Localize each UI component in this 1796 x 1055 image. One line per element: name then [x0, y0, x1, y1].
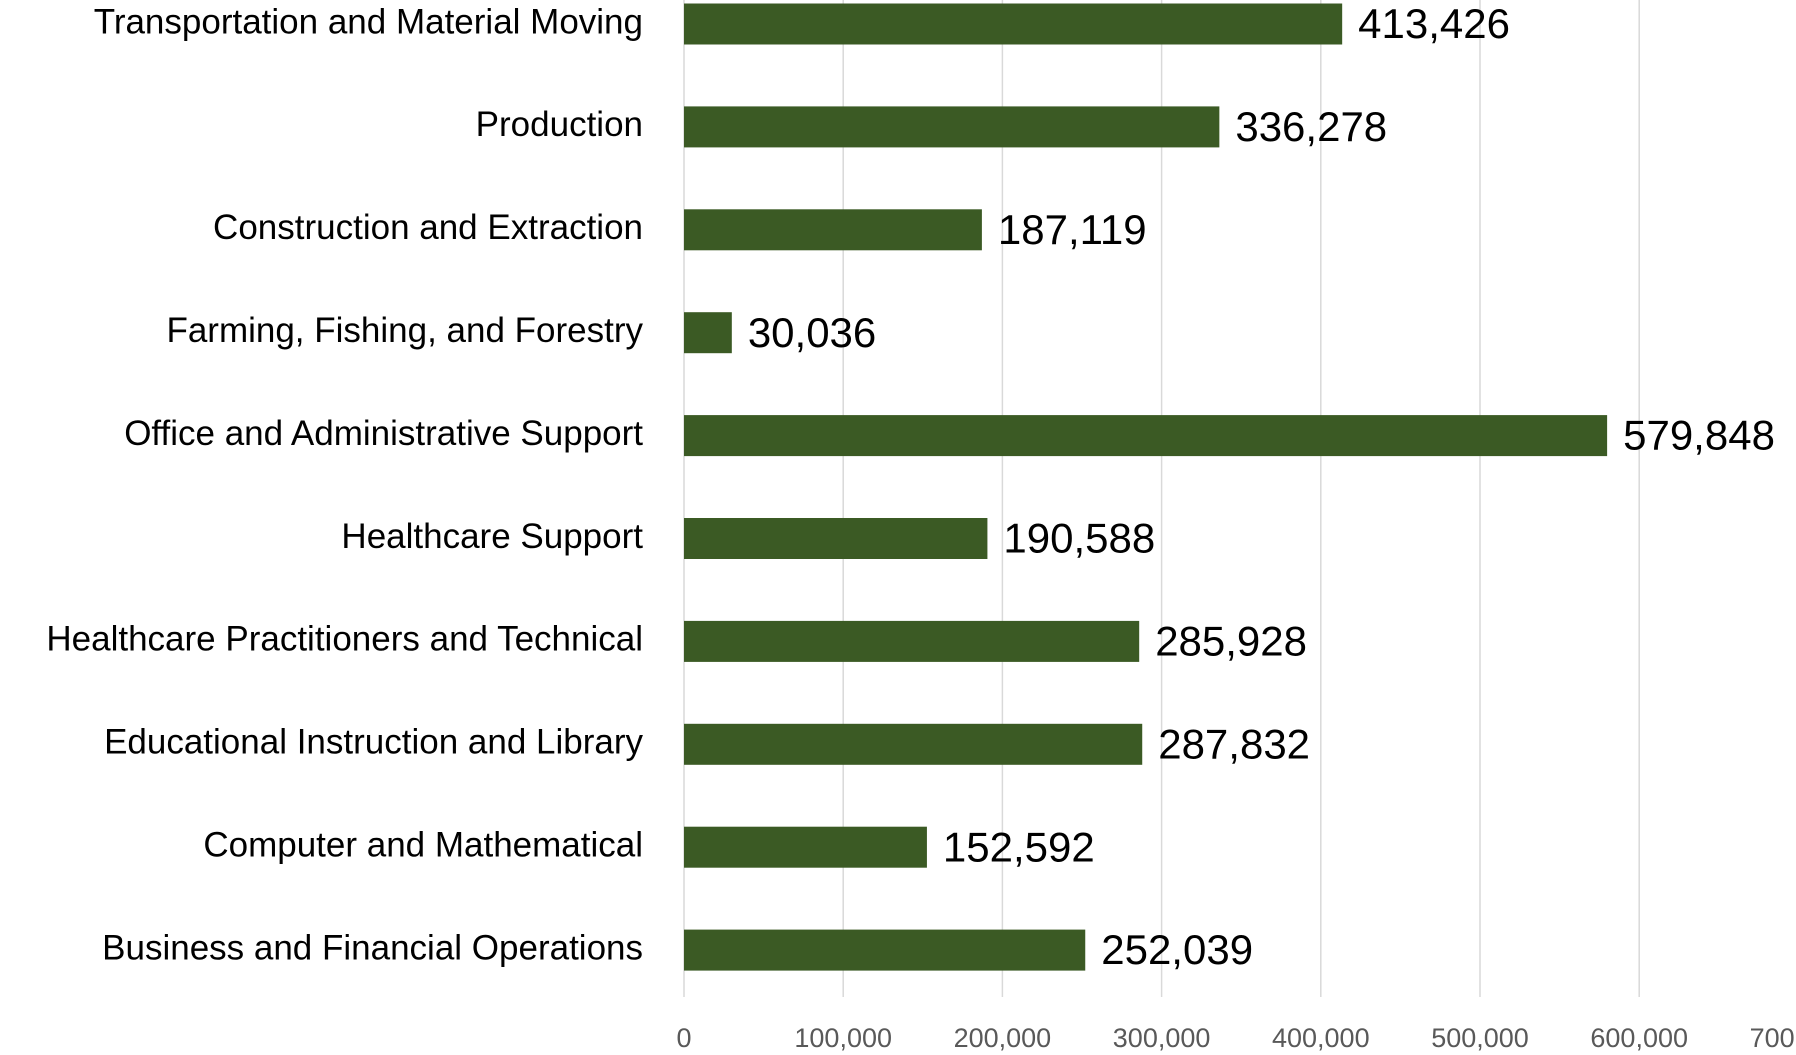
y-tick-label: Computer and Mathematical	[203, 825, 643, 864]
y-tick-label: Office and Administrative Support	[124, 414, 643, 453]
y-tick-label: Business and Financial Operations	[102, 928, 643, 967]
y-tick-label: Construction and Extraction	[213, 208, 643, 247]
x-tick-label: 700,000	[1750, 1023, 1796, 1053]
bar	[684, 209, 982, 251]
data-label: 152,592	[943, 823, 1095, 870]
y-tick-label: Healthcare Practitioners and Technical	[46, 620, 643, 659]
bar	[684, 415, 1608, 457]
bar	[684, 929, 1086, 971]
y-tick-label: Production	[476, 105, 643, 144]
data-label: 285,928	[1155, 617, 1307, 664]
y-tick-label: Transportation and Material Moving	[94, 2, 643, 41]
y-tick-label: Educational Instruction and Library	[104, 723, 643, 762]
bar	[684, 723, 1143, 765]
bar	[684, 3, 1343, 45]
x-tick-label: 0	[676, 1023, 691, 1053]
data-label: 413,426	[1358, 0, 1510, 47]
x-tick-label: 500,000	[1431, 1023, 1529, 1053]
bar	[684, 312, 732, 354]
data-label: 579,848	[1623, 412, 1775, 459]
data-label: 287,832	[1158, 720, 1310, 767]
y-tick-label: Farming, Fishing, and Forestry	[166, 311, 643, 350]
x-tick-label: 400,000	[1272, 1023, 1370, 1053]
bar	[684, 518, 988, 559]
data-label: 336,278	[1235, 103, 1387, 150]
x-tick-label: 300,000	[1113, 1023, 1211, 1053]
y-tick-label: Healthcare Support	[341, 517, 643, 556]
data-label: 187,119	[998, 206, 1147, 253]
bar	[684, 620, 1140, 662]
data-label: 190,588	[1003, 515, 1155, 562]
bar	[684, 106, 1220, 148]
x-tick-label: 600,000	[1590, 1023, 1688, 1053]
data-label: 252,039	[1101, 926, 1253, 973]
x-tick-label: 200,000	[954, 1023, 1052, 1053]
bar	[684, 826, 927, 868]
data-label: 30,036	[748, 309, 876, 356]
x-tick-label: 100,000	[794, 1023, 892, 1053]
